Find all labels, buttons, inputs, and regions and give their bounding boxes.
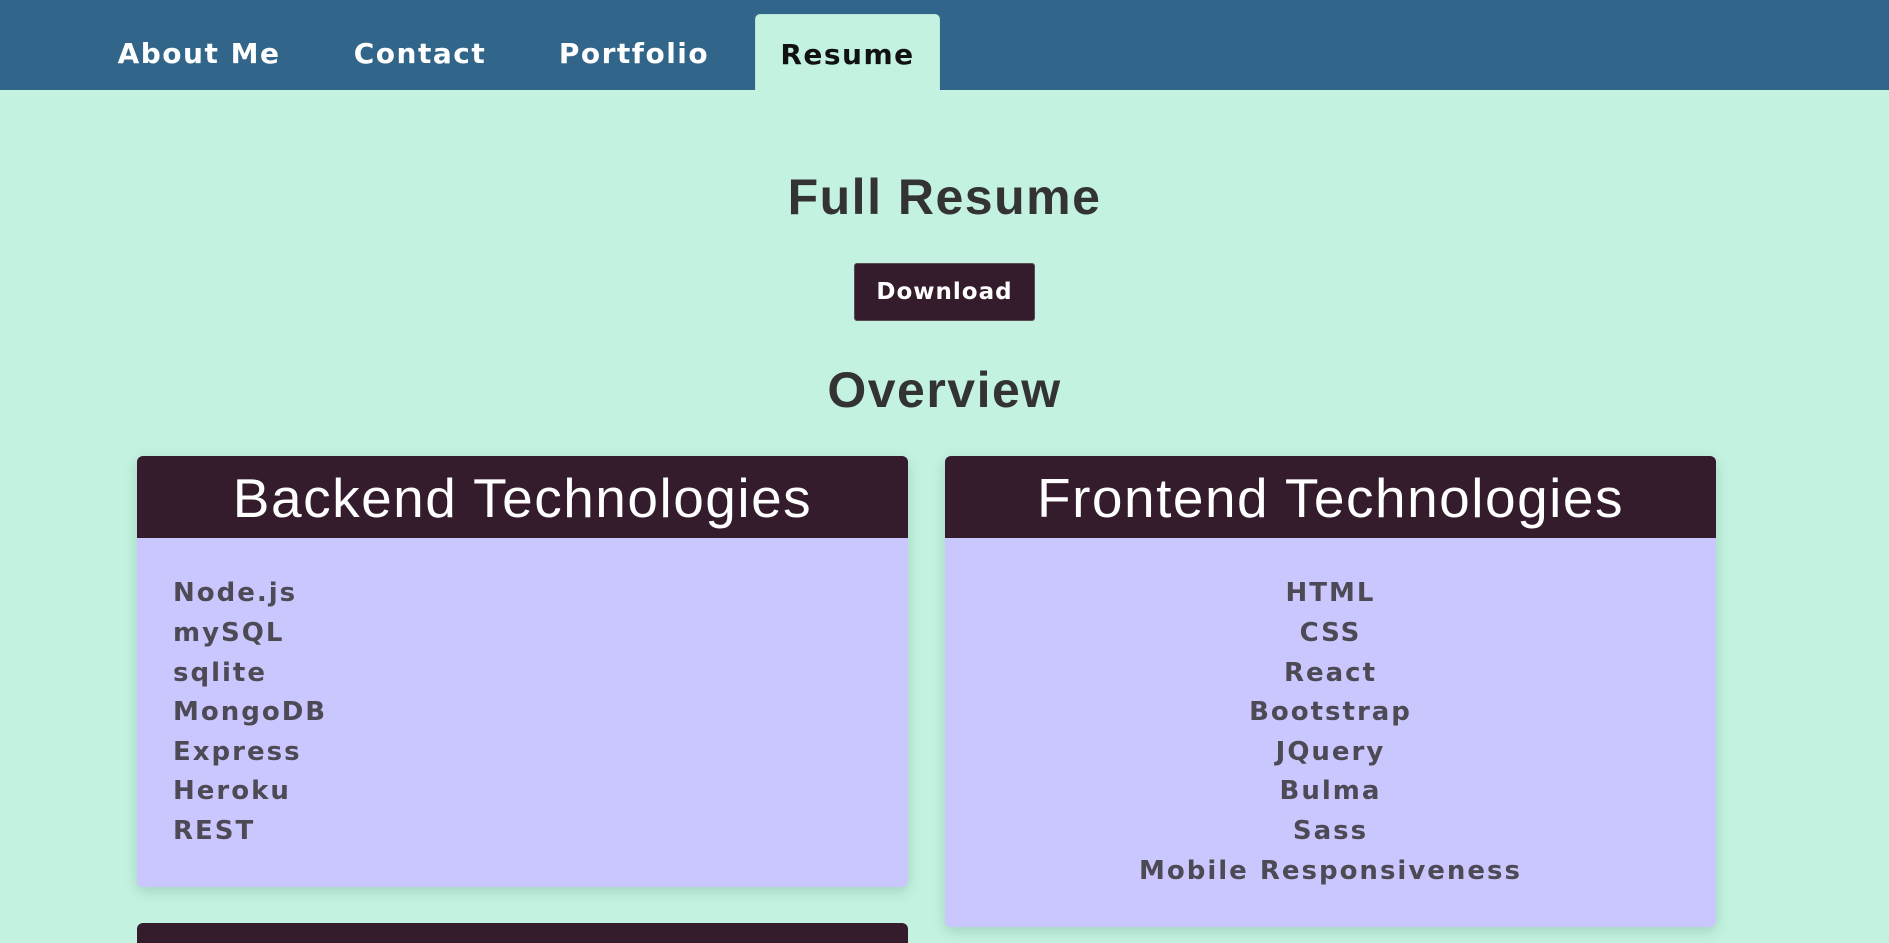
list-item: Node.js: [173, 578, 298, 608]
download-button[interactable]: Download: [854, 263, 1035, 321]
list-item: Heroku: [173, 776, 291, 806]
list-item: Bootstrap: [1249, 697, 1412, 727]
page-title: Full Resume: [787, 169, 1102, 225]
list-item: HTML: [1285, 578, 1376, 608]
nav-tab-contact[interactable]: Contact: [353, 37, 487, 70]
list-item: REST: [173, 816, 256, 846]
list-item: Mobile Responsiveness: [1138, 856, 1523, 886]
frontend-card-header: Frontend Technologies: [945, 456, 1716, 538]
nav-tab-about-me[interactable]: About Me: [117, 37, 281, 70]
next-card-header-partial: [137, 923, 908, 943]
list-item: React: [1283, 658, 1378, 688]
list-item: Express: [173, 737, 302, 767]
overview-heading: Overview: [827, 362, 1062, 418]
backend-technologies-card: Backend Technologies Node.js mySQL sqlit…: [137, 456, 908, 887]
list-item: CSS: [1299, 618, 1362, 648]
frontend-technologies-card: Frontend Technologies HTML CSS React Boo…: [945, 456, 1716, 927]
list-item: Bulma: [1279, 776, 1382, 806]
top-nav: About Me Contact Portfolio Resume: [0, 0, 1889, 90]
list-item: JQuery: [1275, 737, 1386, 767]
nav-tab-portfolio[interactable]: Portfolio: [558, 37, 710, 70]
list-item: MongoDB: [173, 697, 328, 727]
backend-card-header: Backend Technologies: [137, 456, 908, 538]
nav-tab-resume[interactable]: Resume: [755, 14, 940, 90]
list-item: sqlite: [173, 658, 267, 688]
list-item: Sass: [1292, 816, 1369, 846]
list-item: mySQL: [173, 618, 285, 648]
